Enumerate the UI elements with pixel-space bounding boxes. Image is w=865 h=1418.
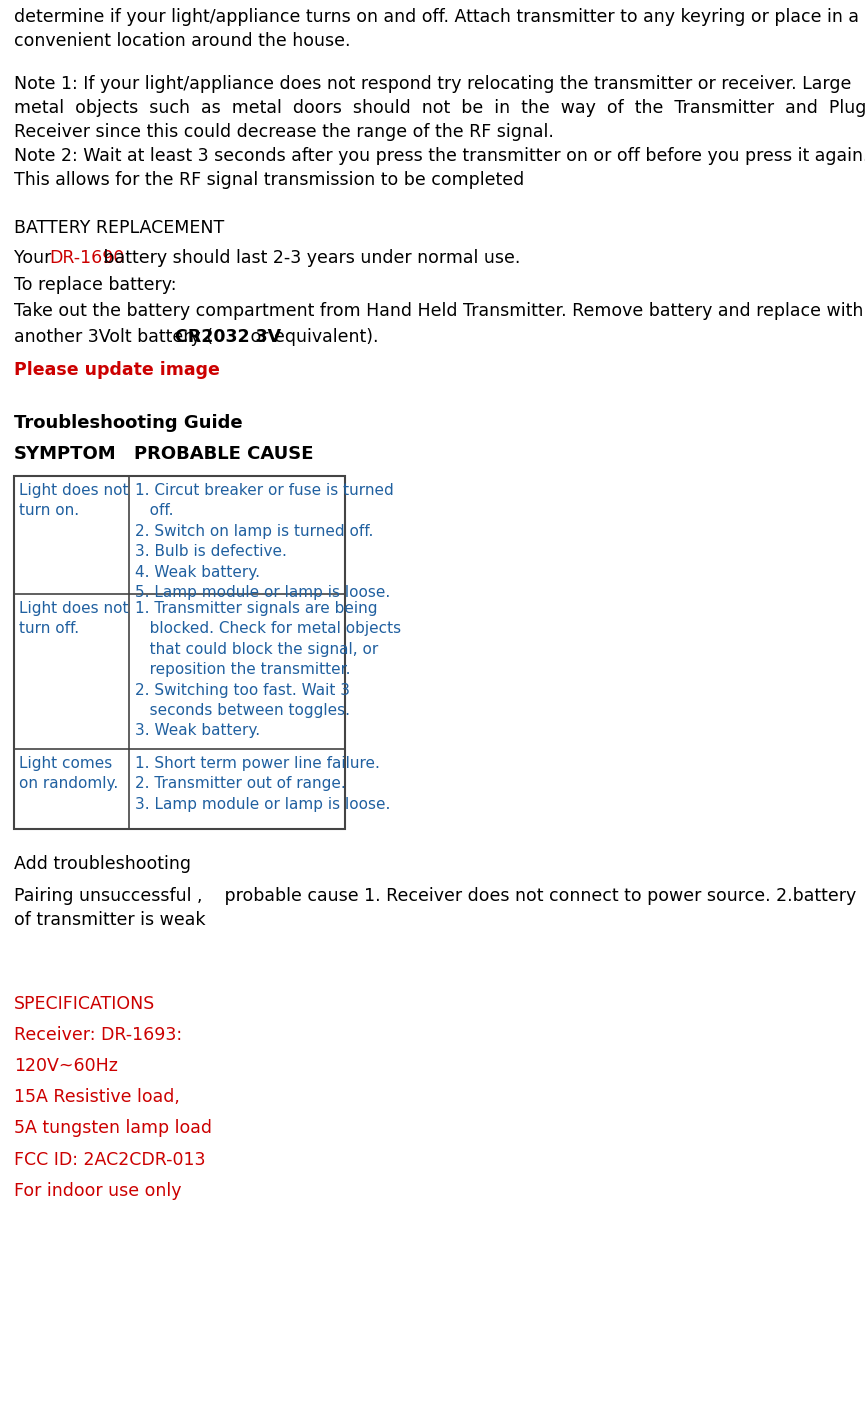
Text: of transmitter is weak: of transmitter is weak	[14, 910, 206, 929]
Text: Light comes
on randomly.: Light comes on randomly.	[19, 756, 119, 791]
Text: 15A Resistive load,: 15A Resistive load,	[14, 1088, 180, 1106]
Text: Take out the battery compartment from Hand Held Transmitter. Remove battery and : Take out the battery compartment from Ha…	[14, 302, 863, 320]
Text: Add troubleshooting: Add troubleshooting	[14, 855, 191, 873]
Text: For indoor use only: For indoor use only	[14, 1181, 182, 1200]
Text: SPECIFICATIONS: SPECIFICATIONS	[14, 994, 155, 1012]
Text: or equivalent).: or equivalent).	[245, 329, 379, 346]
Text: 5A tungsten lamp load: 5A tungsten lamp load	[14, 1119, 212, 1137]
Text: BATTERY REPLACEMENT: BATTERY REPLACEMENT	[14, 220, 224, 237]
Text: Please update image: Please update image	[14, 360, 220, 379]
Text: 1. Short term power line failure.
2. Transmitter out of range.
3. Lamp module or: 1. Short term power line failure. 2. Tra…	[135, 756, 390, 811]
Bar	[14, 476, 345, 830]
Text: Receiver: DR-1693:: Receiver: DR-1693:	[14, 1025, 183, 1044]
Text: Troubleshooting Guide: Troubleshooting Guide	[14, 414, 242, 431]
Text: Note 2: Wait at least 3 seconds after you press the transmitter on or off before: Note 2: Wait at least 3 seconds after yo…	[14, 147, 865, 166]
Text: Your: Your	[14, 250, 57, 267]
Text: metal  objects  such  as  metal  doors  should  not  be  in  the  way  of  the  : metal objects such as metal doors should…	[14, 99, 865, 118]
Text: FCC ID: 2AC2CDR-013: FCC ID: 2AC2CDR-013	[14, 1150, 206, 1168]
Text: DR-1690: DR-1690	[49, 250, 125, 267]
Text: This allows for the RF signal transmission to be completed: This allows for the RF signal transmissi…	[14, 172, 524, 189]
Text: CR2032 3V: CR2032 3V	[175, 329, 281, 346]
Text: battery should last 2-3 years under normal use.: battery should last 2-3 years under norm…	[98, 250, 521, 267]
Text: Light does not
turn off.: Light does not turn off.	[19, 601, 129, 637]
Text: determine if your light/appliance turns on and off. Attach transmitter to any ke: determine if your light/appliance turns …	[14, 9, 859, 26]
Text: 120V~60Hz: 120V~60Hz	[14, 1056, 118, 1075]
Text: Pairing unsuccessful ,    probable cause 1. Receiver does not connect to power s: Pairing unsuccessful , probable cause 1.…	[14, 886, 856, 905]
Text: PROBABLE CAUSE: PROBABLE CAUSE	[134, 445, 313, 462]
Text: Light does not
turn on.: Light does not turn on.	[19, 484, 129, 519]
Text: Note 1: If your light/appliance does not respond try relocating the transmitter : Note 1: If your light/appliance does not…	[14, 75, 851, 94]
Text: another 3Volt battery (: another 3Volt battery (	[14, 329, 213, 346]
Text: 1. Transmitter signals are being
   blocked. Check for metal objects
   that cou: 1. Transmitter signals are being blocked…	[135, 601, 401, 739]
Text: 1. Circut breaker or fuse is turned
   off.
2. Switch on lamp is turned off.
3. : 1. Circut breaker or fuse is turned off.…	[135, 484, 394, 600]
Text: convenient location around the house.: convenient location around the house.	[14, 33, 350, 50]
Text: Receiver since this could decrease the range of the RF signal.: Receiver since this could decrease the r…	[14, 123, 554, 142]
Text: SYMPTOM: SYMPTOM	[14, 445, 117, 462]
Text: To replace battery:: To replace battery:	[14, 275, 176, 294]
